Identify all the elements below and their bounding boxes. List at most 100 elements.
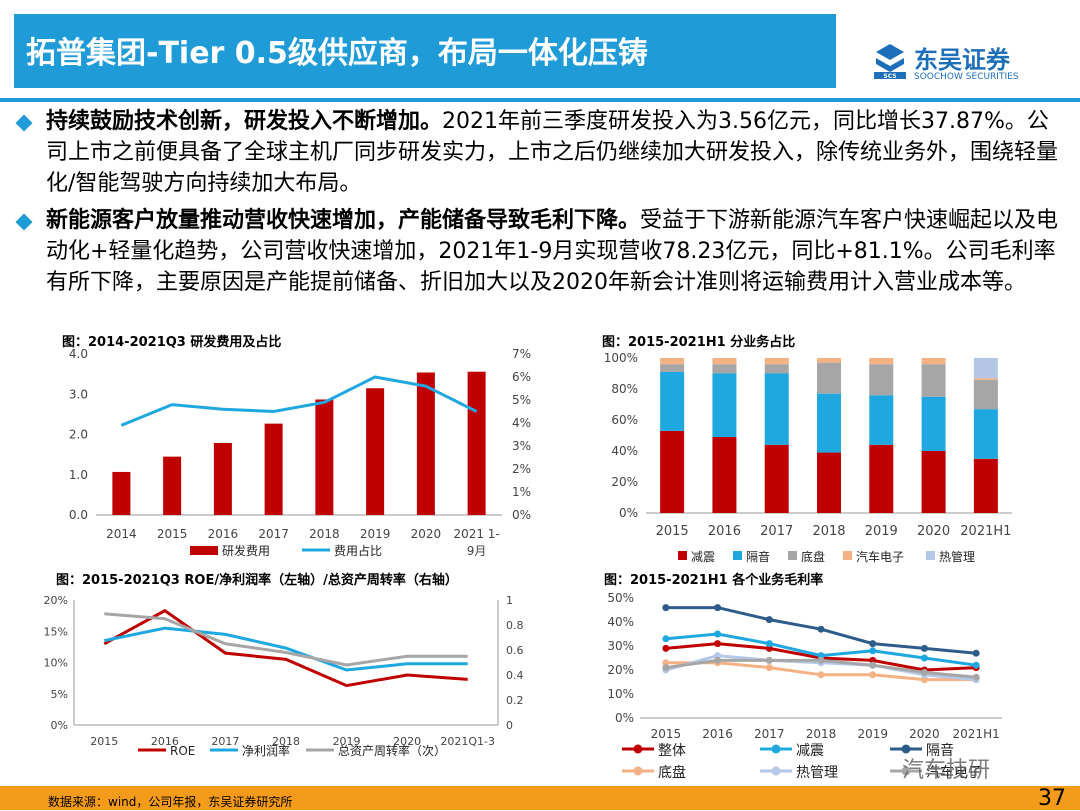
point-汽车电子 bbox=[869, 661, 877, 669]
point-汽车电子 bbox=[714, 656, 722, 664]
legend-label: ROE bbox=[170, 744, 195, 758]
point-隔音 bbox=[817, 625, 825, 633]
x-tick-label: 2018 bbox=[806, 727, 837, 741]
y-tick-label: 10% bbox=[44, 657, 68, 670]
stacked-segment-热管理 bbox=[973, 358, 998, 379]
legend-label: 研发费用 bbox=[222, 543, 270, 558]
x-tick-label: 2019 bbox=[857, 727, 888, 741]
y-tick-label: 15% bbox=[44, 625, 68, 638]
stacked-segment-汽车电子 bbox=[869, 358, 894, 365]
chart-title-gross-margin: 图：2015-2021H1 各个业务毛利率 bbox=[604, 573, 824, 588]
legend-label: 底盘 bbox=[801, 549, 825, 564]
logo-name-en: SOOCHOW SECURITIES bbox=[914, 72, 1019, 82]
y-tick-label: 5% bbox=[51, 688, 68, 701]
stacked-segment-减震 bbox=[973, 458, 998, 513]
x-tick-label: 2019 bbox=[333, 735, 361, 748]
point-汽车电子 bbox=[972, 673, 980, 681]
y-tick-label: 0% bbox=[51, 719, 68, 732]
legend-swatch bbox=[926, 551, 935, 560]
x-tick-label: 2017 bbox=[211, 735, 239, 748]
y-tick-label: 30% bbox=[607, 639, 634, 653]
stacked-segment-底盘 bbox=[817, 362, 841, 394]
legend-marker bbox=[901, 766, 911, 776]
x-tick-label: 2016 bbox=[702, 727, 733, 741]
x-tick-label: 2016 bbox=[708, 524, 741, 539]
y-tick-label: 20% bbox=[611, 475, 638, 489]
x-tick-label: 2020 bbox=[393, 735, 421, 748]
chart-business-share: 0% 20% 40% 60% 80% 100% 2015 2016 2017 2018 2019 20… bbox=[604, 351, 1012, 564]
point-整体 bbox=[714, 640, 722, 648]
diamond-bullet-icon bbox=[15, 114, 33, 132]
point-隔音 bbox=[920, 644, 928, 652]
stacked-segment-减震 bbox=[817, 452, 841, 513]
x-tick-label: 2017 bbox=[760, 524, 793, 539]
legend-marker bbox=[771, 766, 781, 776]
bar-rd-expense bbox=[416, 372, 435, 515]
footer-bar bbox=[0, 786, 1080, 810]
chart-title-business-share: 图：2015-2021H1 分业务占比 bbox=[602, 335, 796, 350]
point-减震 bbox=[714, 630, 722, 638]
x-tick-label: 2015 bbox=[651, 727, 682, 741]
x-tick-label: 2018 bbox=[309, 527, 340, 541]
bullet-heading: 持续鼓励技术创新，研发投入不断增加。 bbox=[46, 109, 443, 134]
y2-tick-label: 7% bbox=[512, 347, 531, 361]
y-tick-label: 50% bbox=[607, 591, 634, 605]
y-tick-label: 20% bbox=[44, 594, 68, 607]
x-tick-label: 2019 bbox=[360, 527, 391, 541]
stacked-segment-隔音 bbox=[973, 409, 998, 459]
x-tick-label: 2021H1 bbox=[960, 524, 1011, 539]
legend-label: 隔音 bbox=[926, 742, 954, 759]
x-tick-label: 2015 bbox=[157, 527, 188, 541]
bar-rd-expense bbox=[315, 399, 334, 515]
x-tick-label: 9月 bbox=[467, 544, 487, 558]
y2-tick-label: 0 bbox=[506, 719, 513, 732]
y-tick-label: 3.0 bbox=[69, 387, 88, 401]
stacked-segment-减震 bbox=[869, 444, 894, 513]
x-tick-label: 2018 bbox=[812, 524, 845, 539]
y2-tick-label: 0.2 bbox=[506, 694, 524, 707]
point-减震 bbox=[869, 647, 877, 655]
point-减震 bbox=[817, 652, 825, 660]
stacked-segment-隔音 bbox=[921, 396, 946, 451]
chart-gross-margin: 0% 10% 20% 30% 40% 50% 2015 2016 2017 2018 2019 202… bbox=[607, 591, 1002, 781]
watermark-text: 汽车技研 bbox=[902, 758, 991, 783]
point-隔音 bbox=[662, 604, 670, 612]
legend-label: 减震 bbox=[691, 550, 715, 564]
y-tick-label: 0% bbox=[619, 506, 638, 520]
legend-marker bbox=[633, 766, 643, 776]
bullet-item: 新能源客户放量推动营收快速增加，产能储备导致毛利下降。受益于下游新能源汽车客户快… bbox=[15, 205, 1066, 298]
x-tick-label: 2017 bbox=[258, 527, 289, 541]
bullet-text: 2021年前三季度研发投入为3.56亿元，同比增长37.87%。公司上市之前便具… bbox=[46, 109, 1059, 196]
y-tick-label: 40% bbox=[607, 615, 634, 629]
stacked-segment-减震 bbox=[921, 451, 946, 513]
bullet-text: 受益于下游新能源汽车客户快速崛起以及电动化+轻量化趋势，公司营收快速增加，202… bbox=[46, 208, 1059, 295]
stacked-segment-隔音 bbox=[660, 371, 685, 431]
stacked-segment-隔音 bbox=[817, 393, 841, 453]
stacked-segment-汽车电子 bbox=[764, 358, 789, 365]
stacked-segment-减震 bbox=[660, 430, 685, 513]
point-减震 bbox=[972, 661, 980, 669]
x-tick-label: 2021H1 bbox=[953, 727, 1000, 741]
point-汽车电子 bbox=[920, 668, 928, 676]
legend-marker bbox=[771, 744, 781, 754]
y2-tick-label: 5% bbox=[512, 393, 531, 407]
point-隔音 bbox=[869, 640, 877, 648]
x-tick-label: 2015 bbox=[90, 735, 118, 748]
y2-tick-label: 1 bbox=[506, 594, 513, 607]
stacked-segment-底盘 bbox=[660, 364, 685, 372]
stacked-segment-减震 bbox=[764, 444, 789, 513]
x-tick-label: 2016 bbox=[151, 735, 179, 748]
line-ROE bbox=[103, 608, 468, 688]
x-tick-label: 2020 bbox=[917, 524, 950, 539]
legend-label: 热管理 bbox=[796, 765, 838, 781]
line-expense-ratio bbox=[120, 375, 478, 427]
point-隔音 bbox=[714, 604, 722, 612]
legend-label: 隔音 bbox=[746, 549, 770, 564]
legend-label: 净利润率 bbox=[242, 743, 290, 758]
chart-title-rd: 图：2014-2021Q3 研发费用及占比 bbox=[62, 335, 282, 350]
chart-title-roe: 图：2015-2021Q3 ROE/净利润率（左轴）/总资产周转率（右轴） bbox=[56, 573, 458, 588]
soochow-logo-icon: SCS bbox=[874, 44, 906, 80]
y-tick-label: 4.0 bbox=[69, 347, 88, 361]
y2-tick-label: 0.4 bbox=[506, 669, 524, 682]
line-总资产周转率（次） bbox=[104, 612, 468, 667]
